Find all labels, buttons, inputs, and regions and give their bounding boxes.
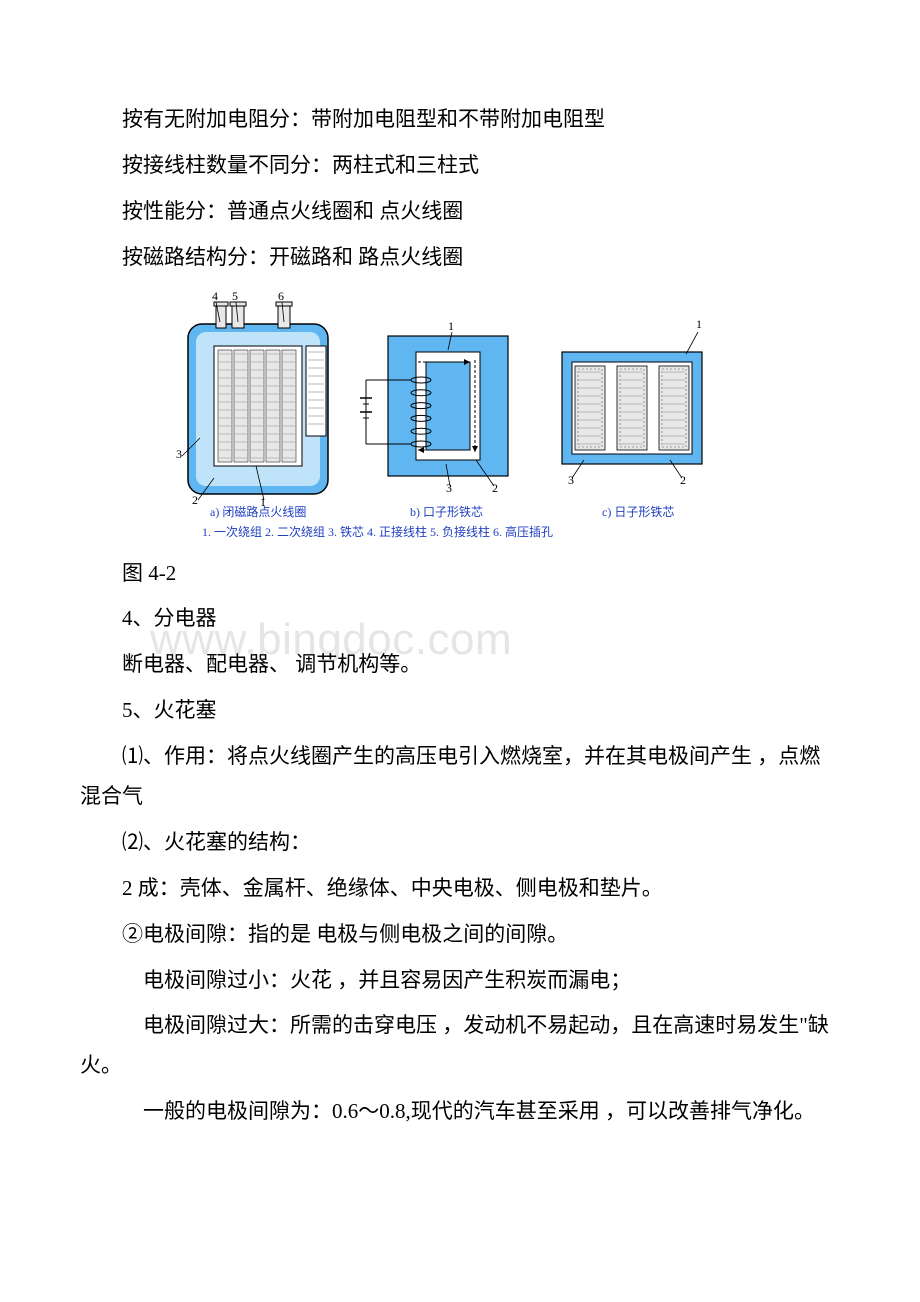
heading-sparkplug: 5、火花塞 xyxy=(80,691,840,731)
svg-text:3: 3 xyxy=(446,481,452,495)
para-sparkplug-function: ⑴、作用：将点火线圈产生的高压电引入燃烧室，并在其电极间产生 ，点燃混合气 xyxy=(80,737,840,817)
para-classify-performance: 按性能分：普通点火线圈和 点火线圈 xyxy=(80,192,840,232)
para-sparkplug-structure-heading: ⑵、火花塞的结构： xyxy=(80,823,840,863)
para-gap-typical: 一般的电极间隙为：0.6～0.8,现代的汽车甚至采用 ，可以改善排气净化。 xyxy=(80,1092,840,1132)
svg-text:1: 1 xyxy=(448,319,454,333)
svg-text:2: 2 xyxy=(192,493,198,507)
para-classify-magnetic: 按磁路结构分：开磁路和 路点火线圈 xyxy=(80,238,840,278)
document-body: 按有无附加电阻分：带附加电阻型和不带附加电阻型 按接线柱数量不同分：两柱式和三柱… xyxy=(80,100,840,1132)
svg-text:c) 日子形铁芯: c) 日子形铁芯 xyxy=(602,505,674,519)
svg-text:b) 口子形铁芯: b) 口子形铁芯 xyxy=(410,505,483,519)
svg-text:3: 3 xyxy=(568,473,574,487)
ignition-coil-diagram: 456321a) 闭磁路点火线圈123b) 口子形铁芯123c) 日子形铁芯1.… xyxy=(170,288,730,548)
para-distributor-parts: 断电器、配电器、 调节机构等。 xyxy=(80,645,840,685)
para-electrode-gap: ②电极间隙：指的是 电极与侧电极之间的间隙。 xyxy=(80,915,840,955)
svg-text:a) 闭磁路点火线圈: a) 闭磁路点火线圈 xyxy=(210,504,306,519)
svg-text:6: 6 xyxy=(278,289,284,303)
para-gap-large: 电极间隙过大：所需的击穿电压 ，发动机不易起动，且在高速时易发生"缺火。 xyxy=(80,1006,840,1086)
para-classify-terminals: 按接线柱数量不同分：两柱式和三柱式 xyxy=(80,146,840,186)
svg-text:1: 1 xyxy=(696,317,702,331)
svg-text:2: 2 xyxy=(680,473,686,487)
svg-text:3: 3 xyxy=(176,447,182,461)
svg-text:1. 一次绕组 2. 二次绕组 3. 铁芯 4.: 1. 一次绕组 2. 二次绕组 3. 铁芯 4. 正接线柱 5. 负接线柱 6.… xyxy=(202,524,553,539)
para-gap-small: 电极间隙过小：火花 ，并且容易因产生积炭而漏电； xyxy=(80,961,840,1001)
heading-distributor: 4、分电器 xyxy=(80,599,840,639)
svg-text:2: 2 xyxy=(492,481,498,495)
para-classify-resistor: 按有无附加电阻分：带附加电阻型和不带附加电阻型 xyxy=(80,100,840,140)
figure-4-2: 456321a) 闭磁路点火线圈123b) 口子形铁芯123c) 日子形铁芯1.… xyxy=(170,288,840,548)
svg-text:5: 5 xyxy=(232,289,238,303)
svg-text:4: 4 xyxy=(212,289,218,303)
figure-label: 图 4-2 xyxy=(80,554,840,594)
para-sparkplug-components: 2 成：壳体、金属杆、绝缘体、中央电极、侧电极和垫片。 xyxy=(80,869,840,909)
